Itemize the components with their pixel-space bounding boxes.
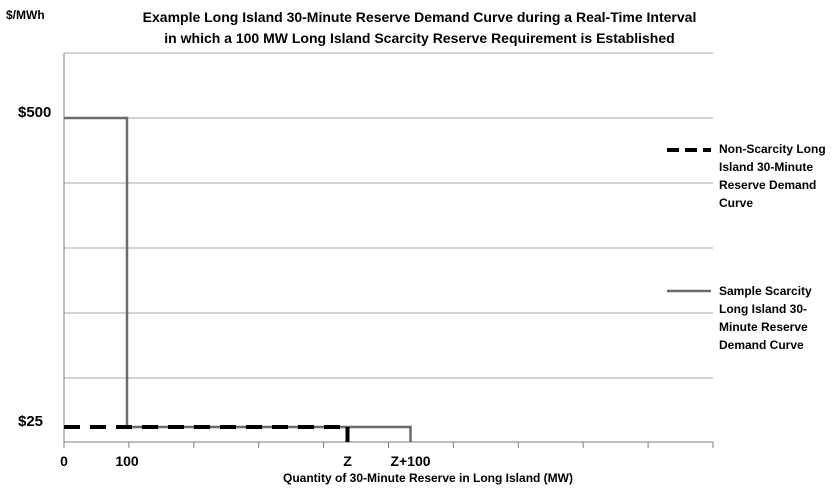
y-axis-label: $/MWh xyxy=(6,8,45,22)
x-tick-label: Z+100 xyxy=(390,453,430,469)
legend-line: Long Island 30- xyxy=(719,302,808,316)
legend-line: Reserve Demand xyxy=(719,178,817,192)
legend-line: Sample Scarcity xyxy=(719,284,812,298)
legend-line: Curve xyxy=(719,196,754,210)
chart-title-line-2: in which a 100 MW Long Island Scarcity R… xyxy=(164,30,675,46)
x-tick-label: 100 xyxy=(115,453,139,469)
y-tick-label: $500 xyxy=(18,104,51,121)
chart-title-line-1: Example Long Island 30-Minute Reserve De… xyxy=(142,9,697,25)
legend-line: Island 30-Minute xyxy=(719,160,814,174)
legend-label-non-scarcity: Non-Scarcity Long Island 30-Minute Reser… xyxy=(719,140,826,212)
x-tick-label: Z xyxy=(343,453,352,469)
x-axis-label: Quantity of 30-Minute Reserve in Long Is… xyxy=(283,471,573,485)
legend-label-scarcity: Sample Scarcity Long Island 30- Minute R… xyxy=(719,282,812,354)
x-tick-label: 0 xyxy=(60,453,68,469)
y-tick-label: $25 xyxy=(18,413,43,430)
legend-line: Non-Scarcity Long xyxy=(719,142,826,156)
legend-line: Demand Curve xyxy=(719,338,804,352)
series-line-scarcity xyxy=(64,116,412,442)
legend-line: Minute Reserve xyxy=(719,320,808,334)
